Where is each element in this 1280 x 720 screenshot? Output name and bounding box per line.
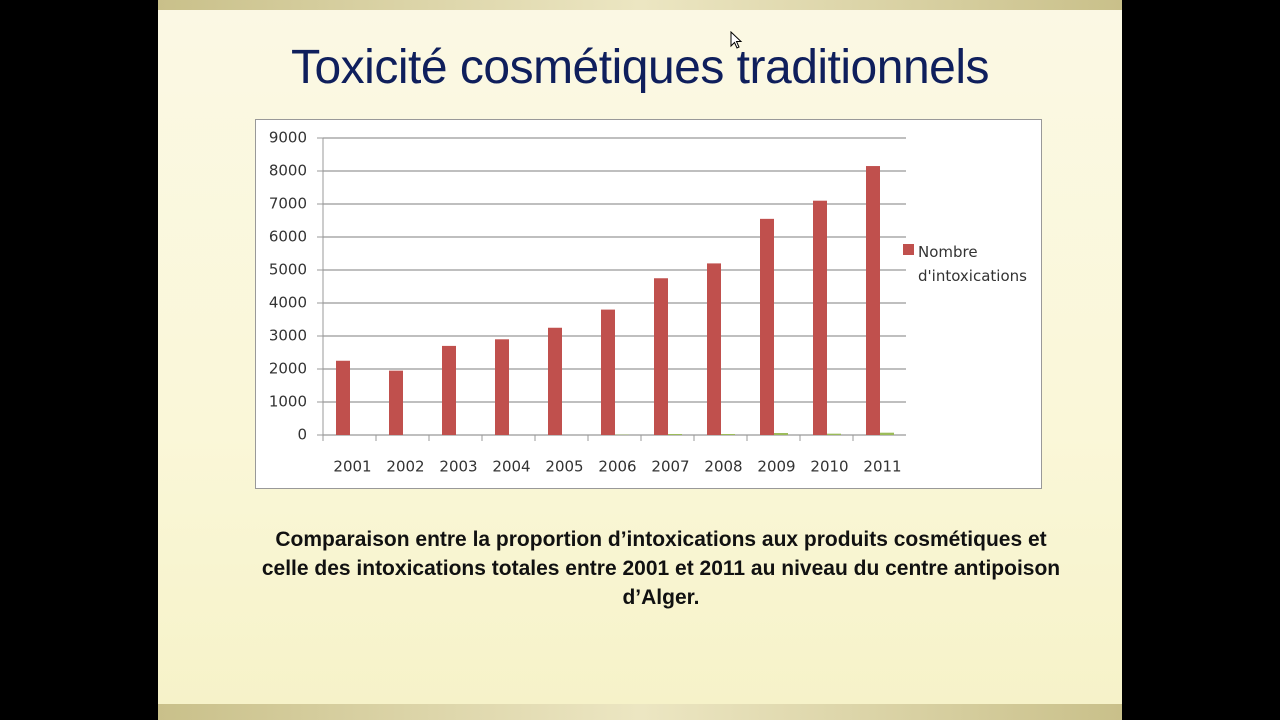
y-tick-label: 9000 <box>269 129 307 147</box>
y-tick-label: 7000 <box>269 195 307 213</box>
bar <box>601 309 615 435</box>
bar <box>760 218 774 435</box>
bar <box>721 434 735 435</box>
bar <box>668 434 682 435</box>
y-tick-label: 6000 <box>269 228 307 246</box>
bar <box>442 345 456 435</box>
chart-frame <box>255 119 1042 489</box>
y-tick-label: 8000 <box>269 162 307 180</box>
y-tick-label: 1000 <box>269 393 307 411</box>
y-tick-label: 3000 <box>269 327 307 345</box>
bar <box>336 360 350 435</box>
caption-line: Comparaison entre la proportion d’intoxi… <box>261 528 1061 580</box>
slide-title: Toxicité cosmétiques traditionnels <box>290 41 990 94</box>
bar <box>548 327 562 435</box>
bar <box>774 433 788 435</box>
x-tick-label: 2003 <box>439 458 477 476</box>
bar <box>707 263 721 435</box>
top-bar <box>158 0 1122 10</box>
bar <box>495 339 509 435</box>
x-tick-label: 2005 <box>545 458 583 476</box>
bar <box>880 432 894 435</box>
chart: 0 1000 2000 3000 4000 5000 6000 7000 8000 9000 200… <box>255 119 1042 489</box>
bar <box>654 278 668 435</box>
bar <box>389 370 403 435</box>
bar <box>866 166 880 436</box>
x-tick-label: 2008 <box>704 458 742 476</box>
caption-line: d’Alger. <box>622 586 700 609</box>
x-tick-label: 2002 <box>386 458 424 476</box>
mouse-cursor <box>730 31 743 49</box>
y-tick-label: 4000 <box>269 294 307 312</box>
bottom-bar <box>158 704 1122 720</box>
bar <box>813 200 827 435</box>
y-tick-label: 2000 <box>269 360 307 378</box>
caption: Comparaison entre la proportion d’intoxi… <box>258 525 1064 612</box>
x-tick-label: 2010 <box>810 458 848 476</box>
bar <box>827 433 841 435</box>
x-tick-label: 2011 <box>863 458 901 476</box>
legend-swatch <box>903 244 914 255</box>
x-tick-label: 2007 <box>651 458 689 476</box>
x-tick-label: 2009 <box>757 458 795 476</box>
legend-label: Nombre d'intoxications <box>918 243 1027 285</box>
x-tick-label: 2001 <box>333 458 371 476</box>
x-tick-label: 2004 <box>492 458 530 476</box>
y-tick-label: 5000 <box>269 261 307 279</box>
x-tick-label: 2006 <box>598 458 636 476</box>
y-tick-label: 0 <box>297 426 307 444</box>
